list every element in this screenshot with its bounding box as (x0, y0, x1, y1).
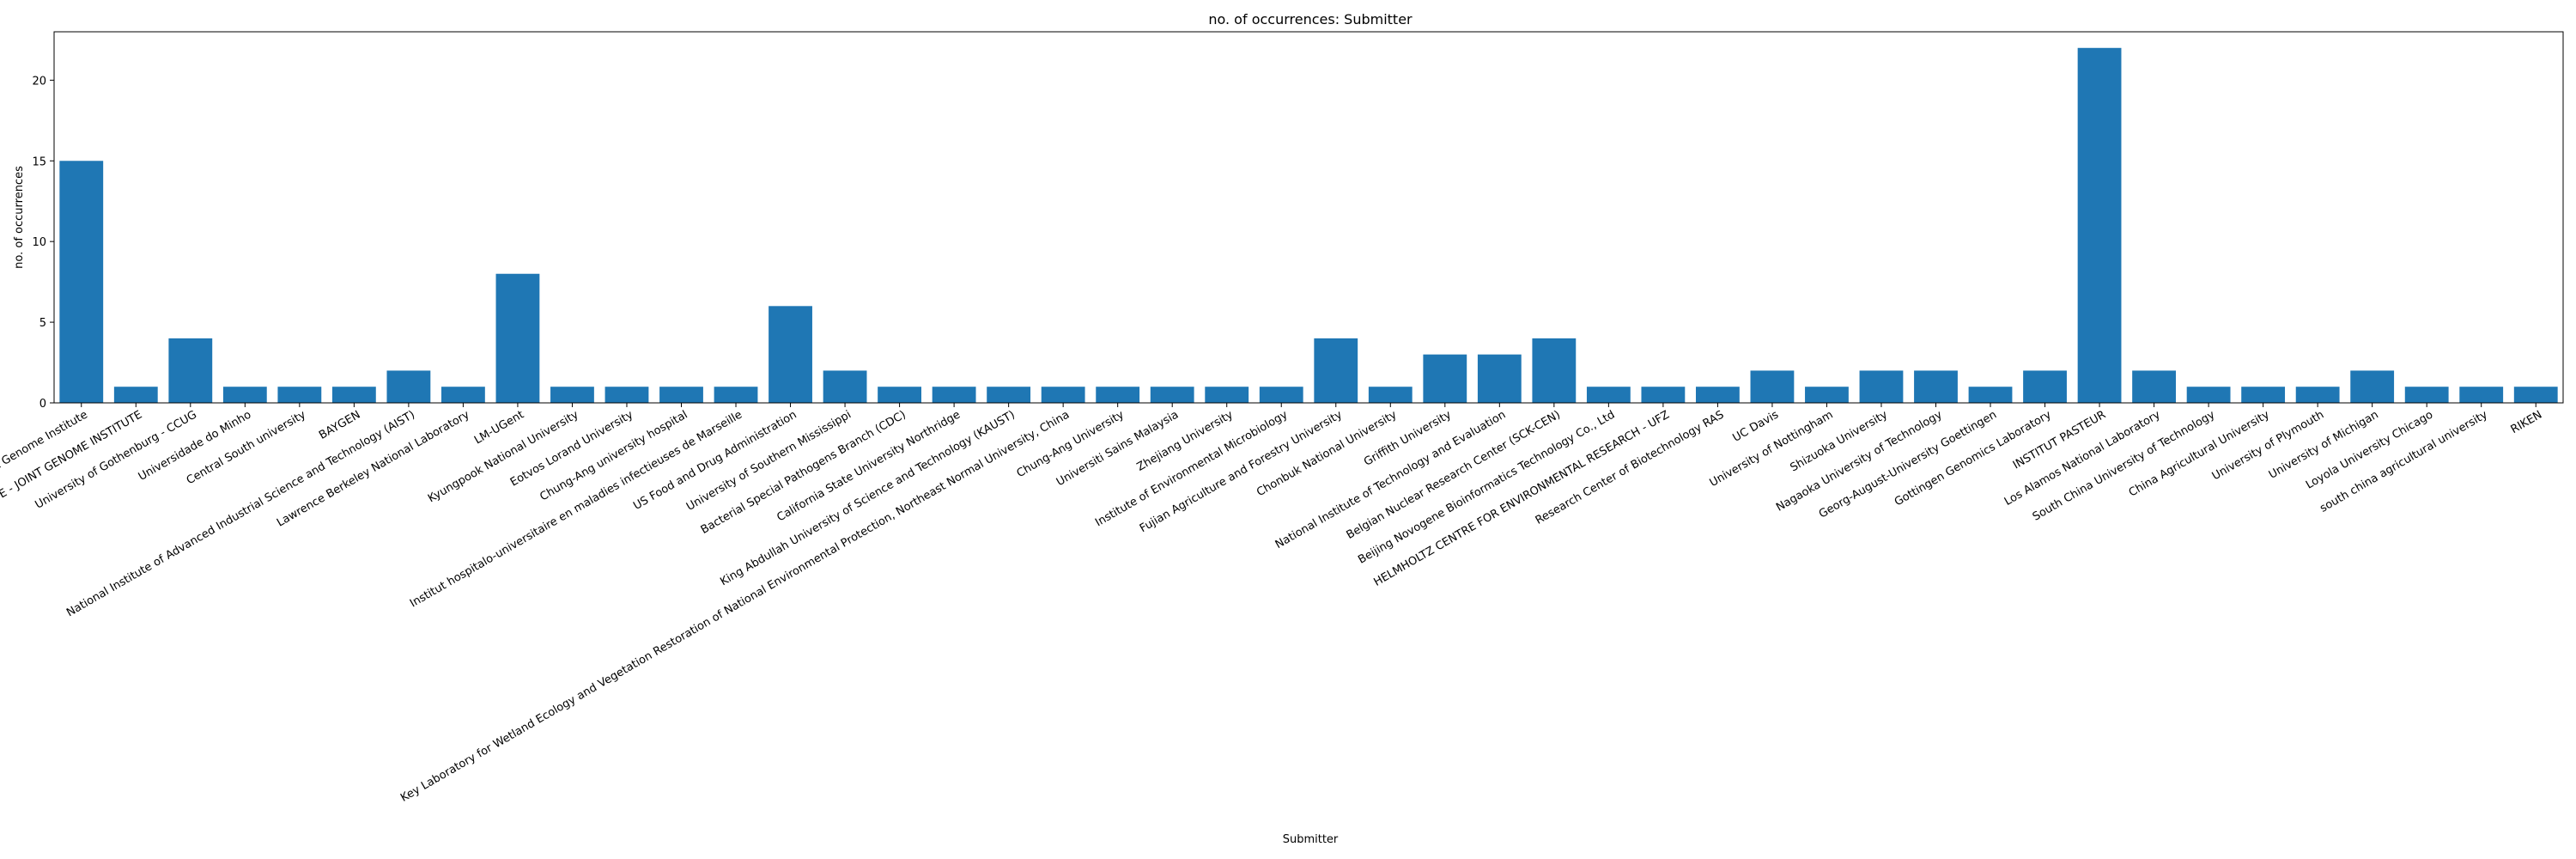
plot-frame (53, 31, 2564, 404)
bar (1968, 387, 2013, 403)
bar (168, 338, 213, 403)
bar (113, 387, 158, 403)
bar (1641, 387, 1686, 403)
bar (1259, 387, 1303, 403)
x-tick-label: Beijing Novogene Bioinformatics Technolo… (1356, 408, 1617, 566)
x-tick-label: RIKEN (2509, 408, 2545, 436)
bar (2186, 387, 2231, 403)
x-tick-label: BAYGEN (317, 408, 362, 442)
bar (1805, 387, 1849, 403)
bar (2241, 387, 2286, 403)
x-tick-label: National Institute of Advanced Industria… (64, 408, 417, 619)
bar (1314, 338, 1358, 403)
bar (59, 161, 104, 403)
y-tick-label: 0 (39, 398, 46, 411)
y-tick-label: 15 (32, 155, 46, 168)
bar (1477, 354, 1522, 403)
bar (932, 387, 976, 403)
x-tick-label: Key Laboratory for Wetland Ecology and V… (398, 408, 1072, 804)
bar (605, 387, 649, 403)
chart-title: no. of occurrences: Submitter (1208, 11, 1413, 27)
bar (714, 387, 758, 403)
bar (769, 306, 812, 403)
bar (2404, 387, 2449, 403)
bar (823, 370, 867, 403)
bar (2350, 370, 2395, 403)
x-tick-label: Zhejiang University (1135, 408, 1236, 473)
bar (659, 387, 703, 403)
y-axis-label: no. of occurrences (13, 166, 26, 269)
bar (2077, 47, 2122, 404)
bar (878, 387, 921, 403)
bar (1150, 387, 1194, 403)
bar (386, 370, 431, 403)
bar (222, 387, 267, 403)
x-axis-label: Submitter (1283, 833, 1339, 846)
y-axis: 0 5 10 15 20 (32, 75, 54, 411)
bar (2513, 387, 2558, 403)
bar (1696, 387, 1740, 403)
bar (1096, 387, 1140, 403)
bar (1368, 387, 1413, 403)
x-tick-label: Institute of Environmental Microbiology (1093, 408, 1290, 529)
bars-group (59, 47, 2558, 404)
bar (277, 387, 322, 403)
bar (1859, 370, 1904, 403)
bar (1205, 387, 1249, 403)
bar (2132, 370, 2176, 403)
bar (495, 273, 540, 403)
bar (331, 387, 376, 403)
bar (2295, 387, 2340, 403)
bar (2459, 387, 2504, 403)
bar (2023, 370, 2067, 403)
bar (1041, 387, 1085, 403)
y-tick-label: 10 (32, 236, 46, 249)
bar (1914, 370, 1958, 403)
bar (441, 387, 485, 403)
bar (1750, 370, 1795, 403)
bar (1532, 338, 1577, 403)
x-tick-label: INSTITUT PASTEUR (2011, 408, 2108, 472)
y-tick-label: 20 (32, 75, 46, 88)
bar (550, 387, 594, 403)
x-tick-label: UC Davis (1731, 408, 1782, 444)
bar (1586, 387, 1631, 403)
bar (987, 387, 1031, 403)
bar (1423, 354, 1467, 403)
y-tick-label: 5 (39, 317, 46, 330)
